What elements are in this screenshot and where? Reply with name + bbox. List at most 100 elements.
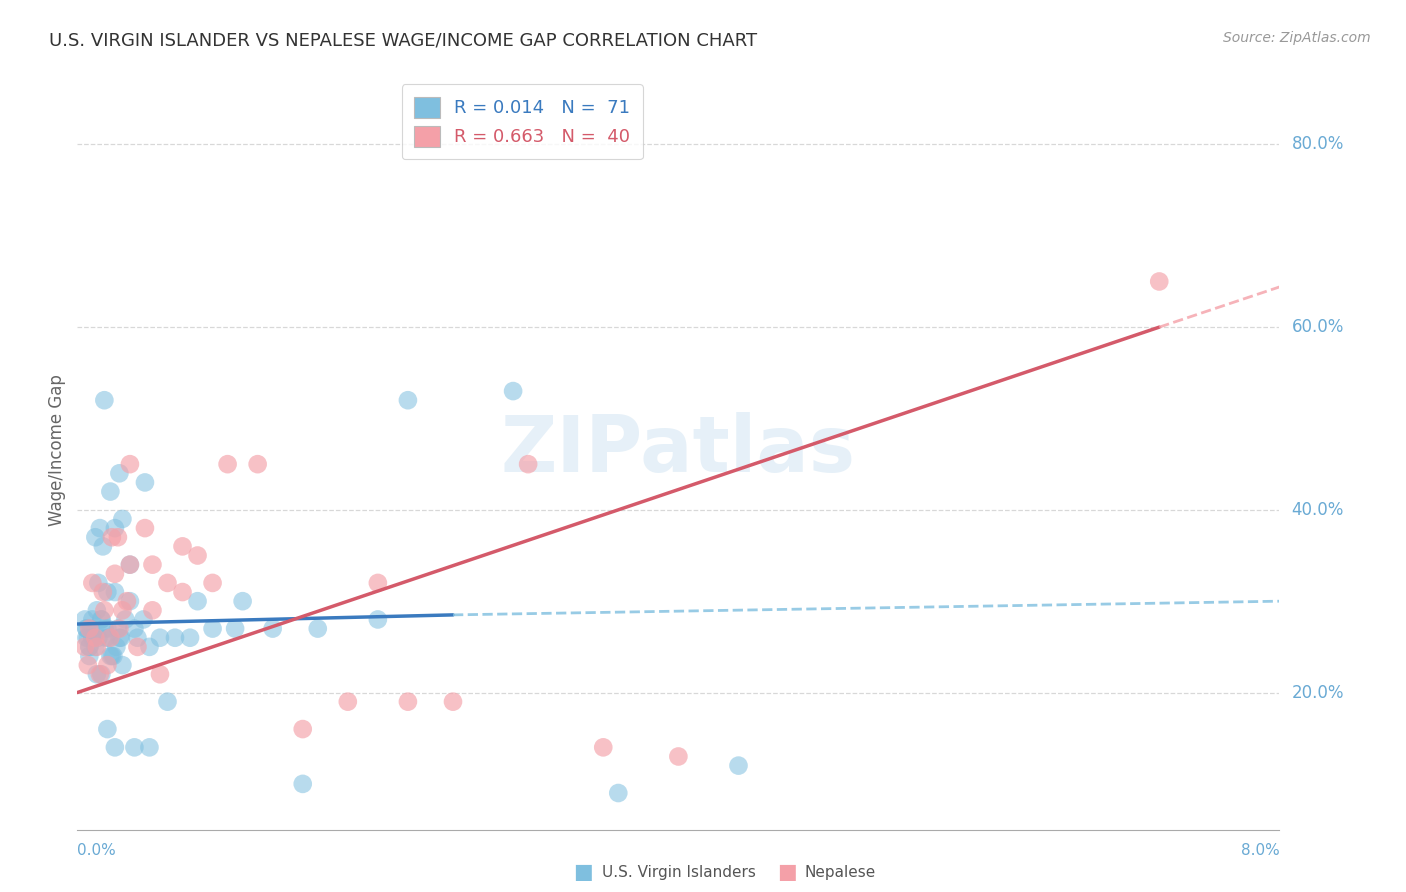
Point — [96, 622, 118, 636]
Point — [118, 457, 141, 471]
Point — [103, 648, 125, 663]
Point — [118, 558, 141, 572]
Point — [76, 658, 98, 673]
Point — [186, 594, 209, 608]
Point — [179, 631, 201, 645]
Point — [291, 777, 314, 791]
Text: Source: ZipAtlas.com: Source: ZipAtlas.com — [1223, 31, 1371, 45]
Point — [149, 667, 172, 681]
Text: Nepalese: Nepalese — [804, 865, 876, 880]
Point — [73, 640, 96, 654]
Point — [224, 622, 246, 636]
Point — [727, 758, 749, 772]
Text: 60.0%: 60.0% — [1292, 318, 1344, 336]
Point — [104, 585, 127, 599]
Point — [232, 594, 254, 608]
Point — [517, 457, 540, 471]
Point — [668, 749, 690, 764]
Point — [246, 457, 269, 471]
Point — [108, 467, 131, 481]
Point — [104, 566, 127, 581]
Point — [89, 521, 111, 535]
Point — [82, 612, 104, 626]
Point — [84, 530, 107, 544]
Point — [84, 631, 107, 645]
Point — [396, 695, 419, 709]
Text: 20.0%: 20.0% — [1292, 683, 1344, 701]
Point — [75, 631, 97, 645]
Point — [291, 722, 314, 736]
Point — [82, 631, 104, 645]
Text: 8.0%: 8.0% — [1240, 843, 1279, 858]
Point — [111, 658, 134, 673]
Point — [76, 631, 98, 645]
Point — [134, 521, 156, 535]
Point — [138, 740, 160, 755]
Point — [84, 640, 107, 654]
Point — [118, 594, 141, 608]
Text: U.S. VIRGIN ISLANDER VS NEPALESE WAGE/INCOME GAP CORRELATION CHART: U.S. VIRGIN ISLANDER VS NEPALESE WAGE/IN… — [49, 31, 758, 49]
Point — [141, 603, 163, 617]
Point — [96, 585, 118, 599]
Point — [186, 549, 209, 563]
Point — [105, 640, 128, 654]
Point — [87, 631, 110, 645]
Legend: R = 0.014   N =  71, R = 0.663   N =  40: R = 0.014 N = 71, R = 0.663 N = 40 — [402, 84, 643, 160]
Point — [217, 457, 239, 471]
Point — [134, 475, 156, 490]
Point — [441, 695, 464, 709]
Point — [592, 740, 614, 755]
Point — [111, 512, 134, 526]
Point — [86, 603, 108, 617]
Point — [73, 612, 96, 626]
Point — [502, 384, 524, 398]
Point — [90, 667, 112, 681]
Point — [367, 612, 389, 626]
Text: ■: ■ — [574, 863, 593, 882]
Point — [127, 631, 149, 645]
Point — [336, 695, 359, 709]
Y-axis label: Wage/Income Gap: Wage/Income Gap — [48, 375, 66, 526]
Point — [367, 575, 389, 590]
Point — [607, 786, 630, 800]
Point — [93, 603, 115, 617]
Point — [93, 393, 115, 408]
Point — [124, 622, 146, 636]
Point — [79, 622, 101, 636]
Point — [108, 622, 131, 636]
Point — [100, 484, 122, 499]
Point — [79, 648, 101, 663]
Point — [100, 648, 122, 663]
Point — [115, 594, 138, 608]
Point — [100, 631, 122, 645]
Point — [156, 695, 179, 709]
Point — [90, 612, 112, 626]
Point — [108, 631, 131, 645]
Point — [1149, 275, 1171, 289]
Point — [97, 631, 120, 645]
Text: ■: ■ — [778, 863, 797, 882]
Point — [82, 575, 104, 590]
Point — [90, 612, 112, 626]
Point — [149, 631, 172, 645]
Point — [127, 640, 149, 654]
Point — [172, 540, 194, 554]
Point — [91, 540, 114, 554]
Point — [80, 622, 103, 636]
Point — [96, 658, 118, 673]
Text: 80.0%: 80.0% — [1292, 136, 1344, 153]
Point — [163, 631, 186, 645]
Point — [118, 558, 141, 572]
Point — [141, 558, 163, 572]
Point — [201, 622, 224, 636]
Point — [86, 640, 108, 654]
Point — [96, 722, 118, 736]
Point — [101, 530, 124, 544]
Point — [104, 521, 127, 535]
Point — [172, 585, 194, 599]
Point — [114, 612, 136, 626]
Point — [396, 393, 419, 408]
Point — [107, 530, 129, 544]
Text: 40.0%: 40.0% — [1292, 500, 1344, 519]
Point — [111, 603, 134, 617]
